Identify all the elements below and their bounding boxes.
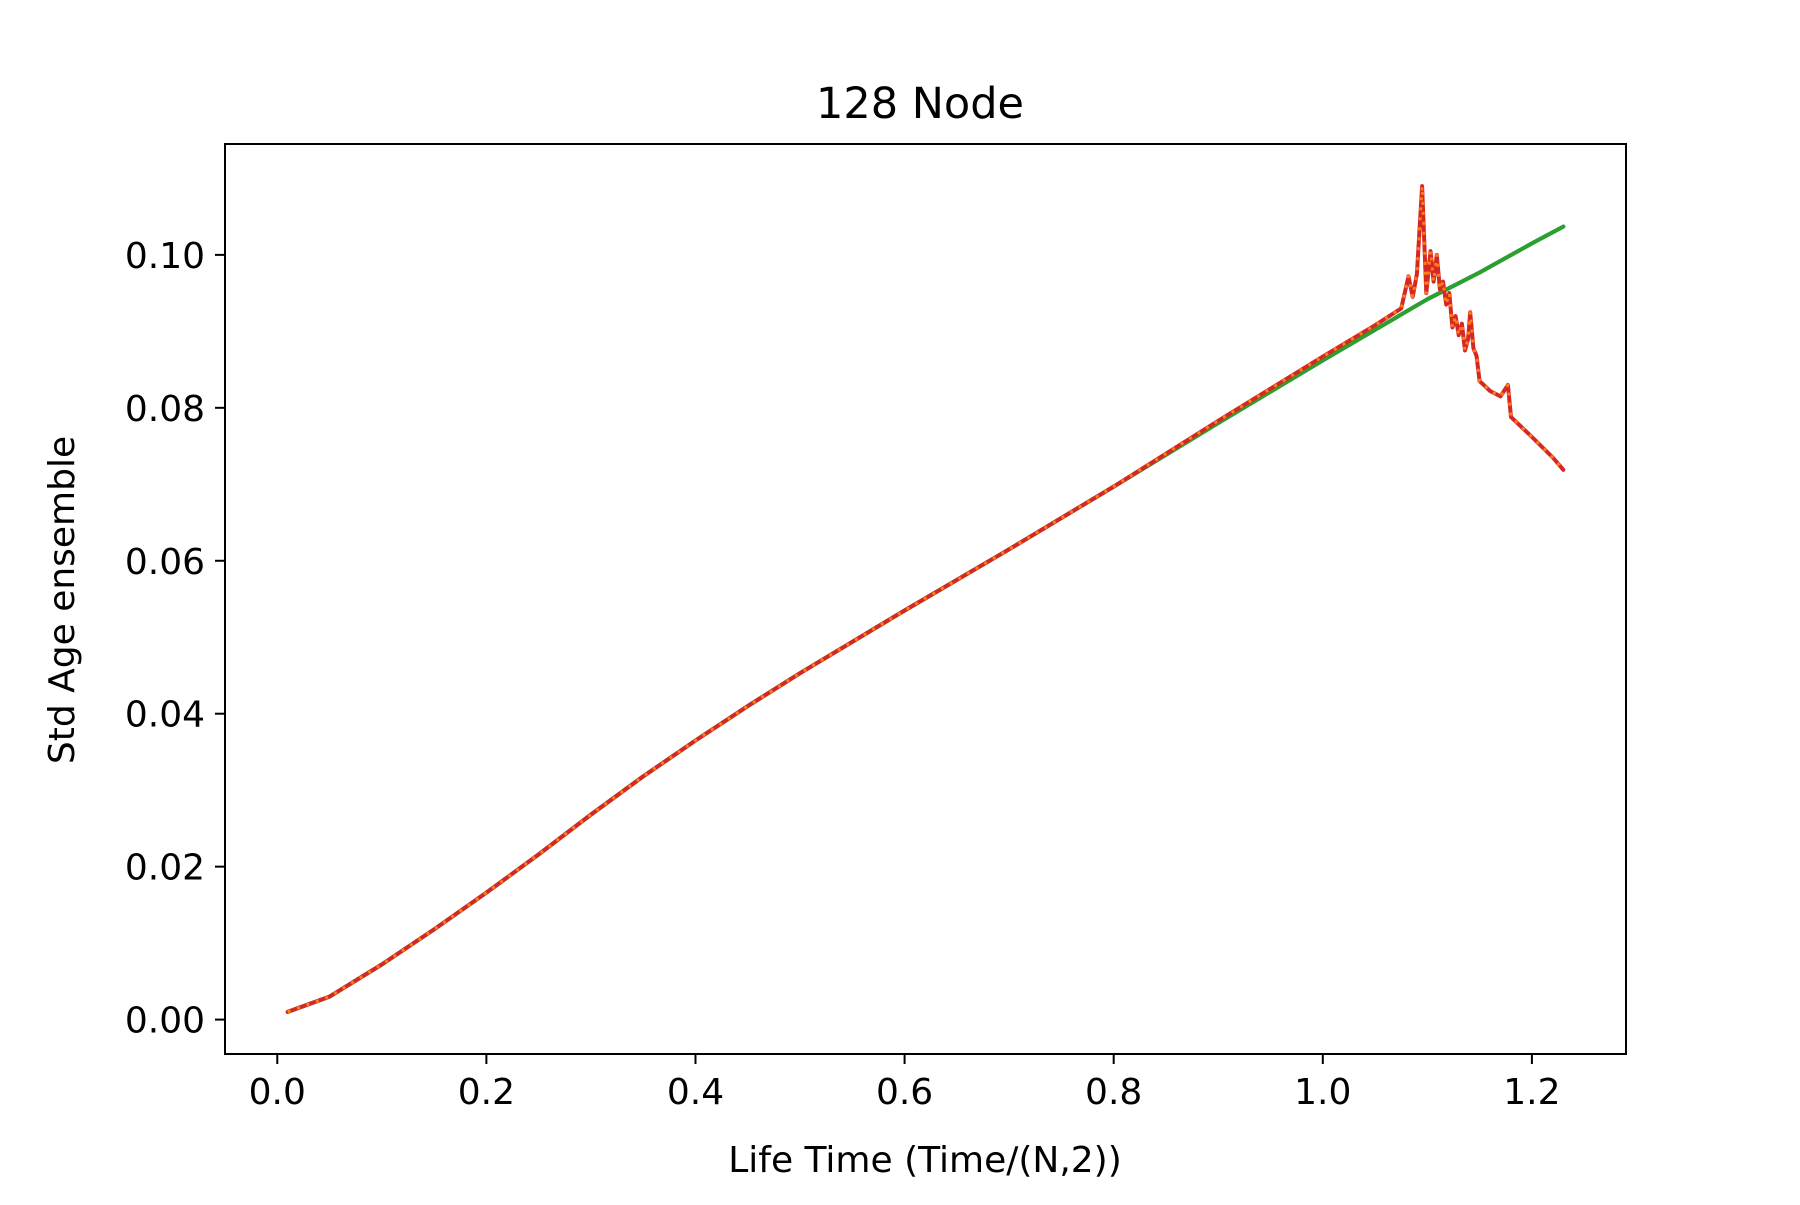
y-axis-title: Std Age ensemble (42, 436, 83, 764)
series-layer (285, 184, 1566, 1014)
y-tick-label: 0.00 (125, 1001, 205, 1042)
x-tick-label: 0.4 (667, 1072, 724, 1113)
y-tick-label: 0.02 (125, 848, 205, 889)
plot-frame (224, 143, 1627, 1055)
x-axis: 0.0 0.2 0.4 0.6 0.8 1.0 1.2 (249, 1054, 1561, 1113)
x-tick-label: 1.0 (1294, 1072, 1351, 1113)
y-tick-label: 0.08 (125, 389, 205, 430)
series-line-4 (287, 184, 1565, 1014)
x-tick-label: 1.2 (1503, 1072, 1560, 1113)
x-tick-label: 0.6 (876, 1072, 933, 1113)
x-tick-label: 0.2 (458, 1072, 515, 1113)
x-axis-title: Life Time (Time/(N,2)) (728, 1140, 1122, 1181)
x-tick-label: 0.8 (1085, 1072, 1142, 1113)
y-tick-label: 0.10 (125, 236, 205, 277)
y-tick-label: 0.06 (125, 542, 205, 583)
y-tick-label: 0.04 (125, 695, 205, 736)
chart-title: 128 Node (816, 79, 1024, 129)
x-tick-label: 0.0 (249, 1072, 306, 1113)
y-axis: 0.00 0.02 0.04 0.06 0.08 0.10 (125, 236, 225, 1042)
